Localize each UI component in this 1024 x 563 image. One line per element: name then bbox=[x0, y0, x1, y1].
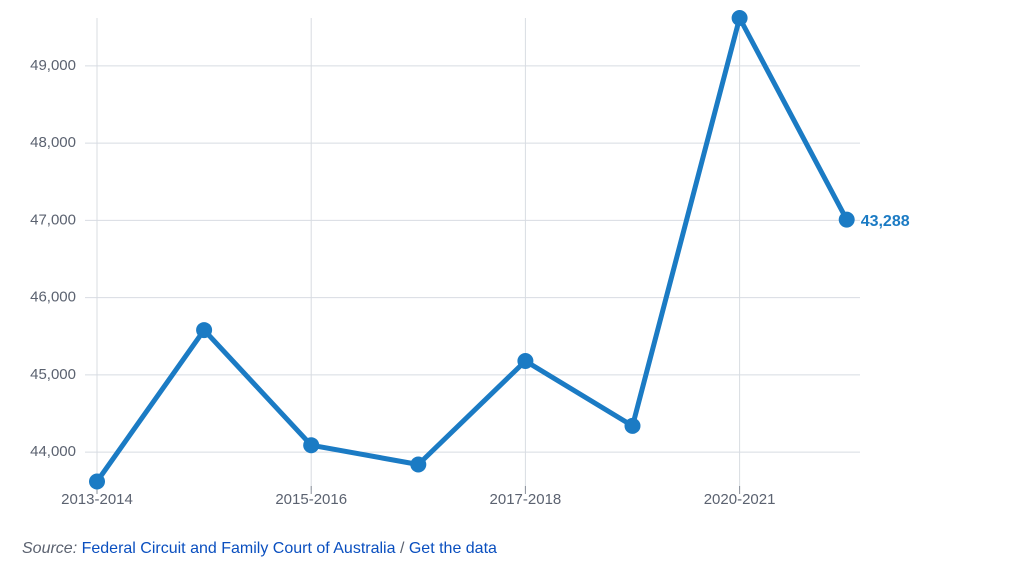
y-tick-label: 49,000 bbox=[30, 57, 76, 74]
y-tick-label: 45,000 bbox=[30, 366, 76, 383]
point bbox=[196, 322, 213, 339]
source-label: Source: bbox=[22, 540, 78, 557]
annotation: 43,288 bbox=[861, 213, 910, 230]
point bbox=[838, 211, 855, 228]
y-tick-label: 48,000 bbox=[30, 134, 76, 151]
line bbox=[94, 15, 849, 483]
point bbox=[410, 456, 427, 473]
data-link[interactable]: Get the data bbox=[408, 540, 497, 557]
y-tick-label: 46,000 bbox=[30, 289, 76, 306]
point bbox=[731, 10, 748, 26]
x-tick-label: 2015-2016 bbox=[275, 491, 347, 508]
source-name[interactable]: Federal Circuit and Family Court of Aust… bbox=[81, 540, 396, 557]
separator: / bbox=[399, 540, 405, 557]
source: Source: Federal Circuit and Family Court… bbox=[22, 540, 497, 558]
x-tick-label: 2013-2014 bbox=[61, 491, 133, 508]
point bbox=[89, 473, 105, 490]
x-tick-label: 2020-2021 bbox=[704, 491, 776, 508]
point bbox=[517, 352, 534, 369]
x-tick-label: 2017-2018 bbox=[490, 491, 562, 508]
point bbox=[303, 437, 320, 454]
y-tick-label: 44,000 bbox=[30, 443, 76, 460]
chart: 44,000 45,000 46,000 47,000 48,000 49,000 2013… bbox=[30, 10, 910, 508]
point bbox=[624, 417, 641, 434]
y-tick-label: 47,000 bbox=[30, 211, 76, 228]
